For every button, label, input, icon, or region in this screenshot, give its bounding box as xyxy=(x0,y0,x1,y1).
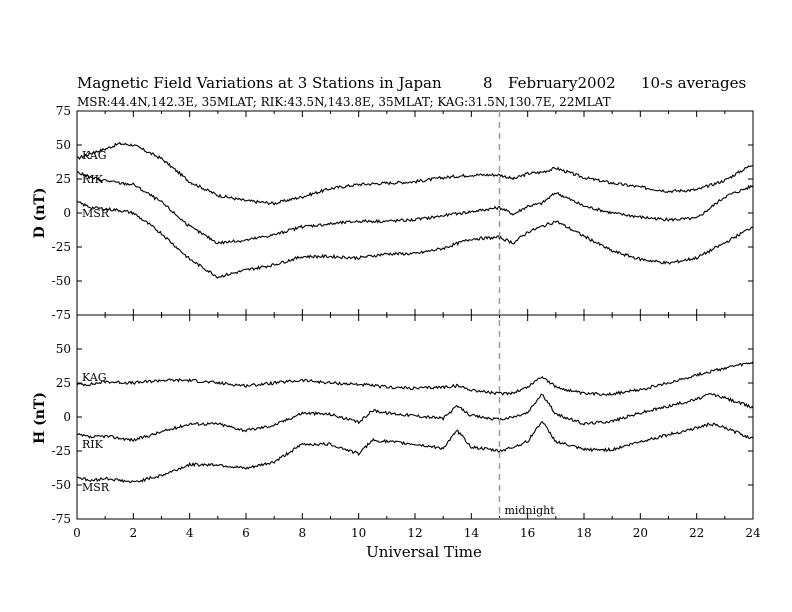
y-tick-label: 50 xyxy=(56,138,71,152)
series-lines xyxy=(76,141,754,484)
series-label-rik: RIK xyxy=(82,438,104,451)
x-axis-label: Universal Time xyxy=(366,543,482,561)
series-label-msr: MSR xyxy=(82,207,110,220)
y-tick-label: 0 xyxy=(63,206,71,220)
chart-month-year: February2002 xyxy=(508,74,616,92)
x-tick-label: 20 xyxy=(633,526,648,540)
y-tick-label: -75 xyxy=(52,512,71,526)
y-tick-label: 25 xyxy=(56,376,71,390)
x-tick-label: 0 xyxy=(73,526,81,540)
y-tick-label: 0 xyxy=(63,410,71,424)
series-line-rik xyxy=(76,393,754,443)
annotations: midnight xyxy=(498,111,556,519)
x-tick-label: 24 xyxy=(745,526,761,540)
x-tick-label: 18 xyxy=(576,526,591,540)
x-tick-label: 4 xyxy=(186,526,194,540)
x-tick-label: 16 xyxy=(520,526,535,540)
series-line-kag xyxy=(76,141,754,206)
series-label-kag: KAG xyxy=(82,149,107,162)
chart-averaging: 10-s averages xyxy=(641,74,746,92)
chart-title: Magnetic Field Variations at 3 Stations … xyxy=(77,74,442,92)
y-tick-label: 50 xyxy=(56,342,71,356)
d-panel-frame xyxy=(76,110,754,316)
y-tick-label: -25 xyxy=(52,240,71,254)
midnight-label: midnight xyxy=(505,504,556,517)
series-label-kag: KAG xyxy=(82,371,107,384)
y-tick-label: -75 xyxy=(52,308,71,322)
series-label-msr: MSR xyxy=(82,481,110,494)
x-tick-label: 8 xyxy=(299,526,307,540)
chart-day: 8 xyxy=(483,74,493,92)
y-tick-label: -50 xyxy=(52,478,71,492)
x-tick-label: 6 xyxy=(242,526,250,540)
series-line-msr xyxy=(76,200,754,279)
y-tick-label: -25 xyxy=(52,444,71,458)
x-tick-label: 14 xyxy=(464,526,480,540)
d-axis-label: D (nT) xyxy=(32,188,48,239)
h-panel-frame xyxy=(76,314,754,520)
series-line-kag xyxy=(76,361,754,397)
chart-stations-line: MSR:44.4N,142.3E, 35MLAT; RIK:43.5N,143.… xyxy=(77,95,611,109)
x-tick-label: 2 xyxy=(130,526,138,540)
x-tick-label: 10 xyxy=(351,526,366,540)
series-line-msr xyxy=(76,420,754,484)
h-axis-label: H (nT) xyxy=(32,392,48,444)
y-tick-label: 75 xyxy=(56,104,71,118)
series-label-rik: RIK xyxy=(82,173,104,186)
series-line-rik xyxy=(76,171,754,245)
y-tick-label: 25 xyxy=(56,172,71,186)
y-tick-label: -50 xyxy=(52,274,71,288)
series-labels: KAG RIK MSR KAG RIK MSR xyxy=(82,149,110,494)
x-tick-label: 22 xyxy=(689,526,704,540)
x-tick-label: 12 xyxy=(407,526,422,540)
